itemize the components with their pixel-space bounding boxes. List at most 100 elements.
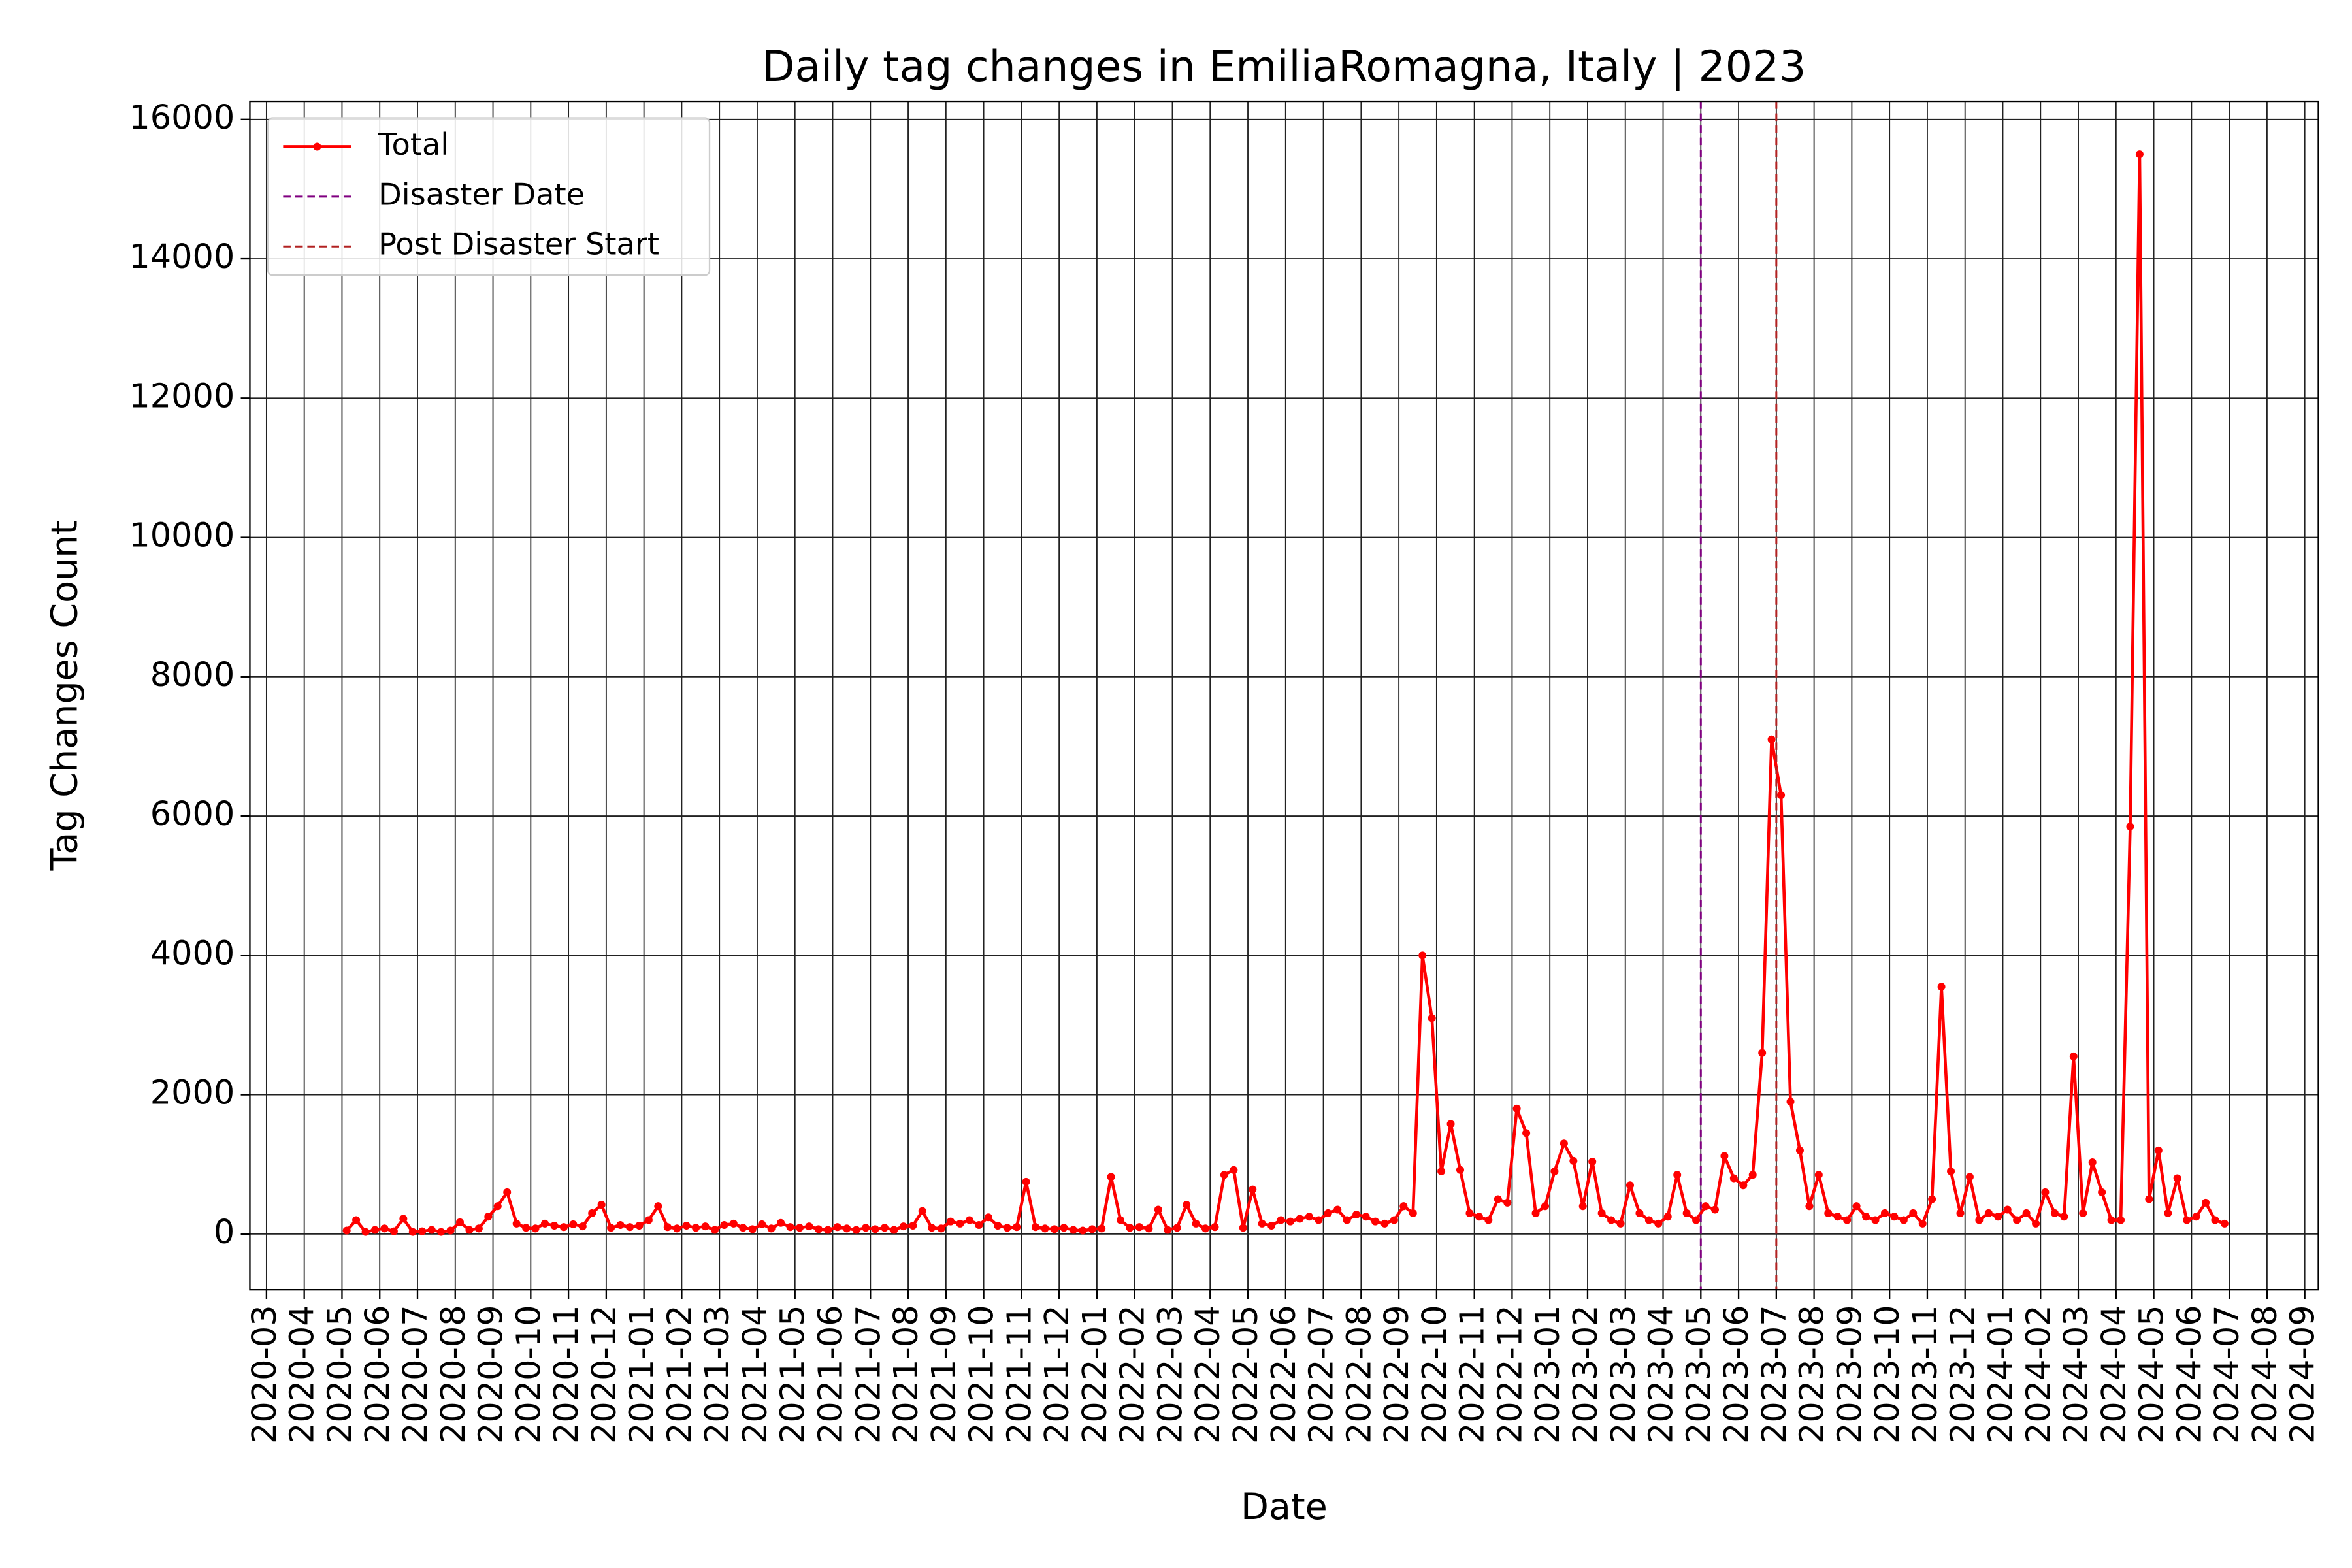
data-point	[2069, 1052, 2078, 1060]
data-point	[1710, 1205, 1719, 1214]
data-point	[1673, 1171, 1682, 1179]
data-point	[2003, 1205, 2012, 1214]
x-tick-label: 2024-04	[2095, 1305, 2134, 1444]
data-point	[692, 1224, 700, 1232]
x-tick-label: 2024-09	[2284, 1305, 2323, 1444]
data-point	[1956, 1209, 1965, 1217]
x-tick-label: 2020-05	[321, 1305, 359, 1444]
data-point	[1607, 1216, 1616, 1224]
data-point	[1249, 1185, 1257, 1194]
data-point	[484, 1213, 493, 1221]
data-point	[748, 1225, 757, 1233]
data-point	[1824, 1209, 1833, 1217]
data-point	[824, 1226, 832, 1234]
data-point	[2183, 1216, 2191, 1224]
data-point	[918, 1207, 926, 1215]
x-tick-label: 2024-01	[1982, 1305, 2020, 1444]
x-tick-label: 2021-05	[774, 1305, 813, 1444]
data-point	[1211, 1223, 1219, 1232]
data-point	[1541, 1202, 1550, 1211]
data-point	[1862, 1213, 1870, 1221]
data-point	[1880, 1209, 1889, 1217]
data-point	[1758, 1049, 1767, 1057]
data-point	[1258, 1219, 1266, 1228]
y-tick-label: 12000	[129, 377, 235, 416]
y-tick-label: 4000	[150, 934, 235, 973]
x-tick-label: 2020-09	[472, 1305, 511, 1444]
data-point	[1098, 1224, 1106, 1233]
data-point	[682, 1222, 691, 1230]
data-point	[1484, 1216, 1493, 1224]
data-point	[588, 1209, 596, 1217]
data-point	[994, 1222, 1002, 1230]
x-tick-label: 2024-08	[2246, 1305, 2285, 1444]
data-point	[1503, 1198, 1512, 1207]
data-point	[2107, 1216, 2115, 1224]
data-point	[474, 1224, 483, 1233]
data-point	[1550, 1167, 1559, 1175]
data-point	[805, 1222, 813, 1231]
data-point	[1201, 1224, 1210, 1233]
data-point	[1069, 1226, 1077, 1234]
data-point	[559, 1223, 568, 1232]
data-point	[2202, 1198, 2210, 1207]
data-point	[984, 1213, 992, 1222]
data-point	[1616, 1219, 1625, 1228]
x-axis-label: Date	[1241, 1486, 1328, 1528]
data-point	[427, 1226, 436, 1234]
x-tick-label: 2023-08	[1793, 1305, 1832, 1444]
data-point	[455, 1218, 465, 1226]
data-point	[370, 1226, 380, 1234]
data-point	[1418, 951, 1427, 960]
data-point	[342, 1226, 351, 1235]
x-tick-label: 2020-07	[397, 1305, 435, 1444]
data-point	[1239, 1224, 1247, 1232]
x-tick-label: 2023-11	[1906, 1305, 1945, 1444]
x-tick-label: 2021-03	[698, 1305, 737, 1444]
data-point	[833, 1223, 841, 1232]
data-point	[729, 1219, 738, 1228]
data-point	[1644, 1216, 1653, 1224]
data-point	[1654, 1219, 1663, 1228]
x-tick-label: 2024-07	[2208, 1305, 2247, 1444]
data-point	[1117, 1216, 1125, 1224]
x-tick-label: 2022-10	[1416, 1305, 1454, 1444]
data-point	[1512, 1104, 1521, 1113]
data-point	[1126, 1224, 1134, 1232]
data-point	[1315, 1216, 1323, 1224]
chart-title: Daily tag changes in EmiliaRomagna, Ital…	[762, 42, 1806, 91]
data-point	[1909, 1209, 1918, 1217]
data-point	[1739, 1181, 1748, 1190]
data-point	[531, 1224, 540, 1233]
data-point	[2173, 1174, 2181, 1183]
data-point	[1343, 1216, 1351, 1224]
y-tick-label: 6000	[150, 795, 235, 834]
data-point	[408, 1228, 417, 1236]
data-point	[1805, 1202, 1814, 1211]
data-point	[1531, 1209, 1540, 1217]
data-point	[795, 1224, 804, 1232]
data-point	[1277, 1216, 1285, 1224]
data-point	[597, 1201, 606, 1209]
x-tick-label: 2023-05	[1680, 1305, 1718, 1444]
data-point	[1456, 1166, 1465, 1174]
data-point	[1852, 1202, 1861, 1211]
data-point	[1041, 1224, 1049, 1233]
data-point	[1286, 1217, 1295, 1226]
data-point	[1220, 1171, 1228, 1179]
y-tick-label: 0	[214, 1213, 235, 1252]
legend-label: Disaster Date	[378, 176, 585, 212]
data-point	[1588, 1157, 1597, 1166]
data-point	[2013, 1216, 2021, 1224]
data-point	[720, 1220, 728, 1230]
data-point	[2154, 1146, 2163, 1154]
data-point	[1060, 1224, 1068, 1232]
x-tick-label: 2022-09	[1378, 1305, 1416, 1444]
x-tick-label: 2020-08	[434, 1305, 473, 1444]
data-point	[1446, 1120, 1455, 1128]
data-point	[1409, 1209, 1417, 1217]
data-point	[1079, 1226, 1087, 1235]
data-point	[947, 1217, 955, 1226]
legend-label: Post Disaster Start	[378, 227, 659, 262]
